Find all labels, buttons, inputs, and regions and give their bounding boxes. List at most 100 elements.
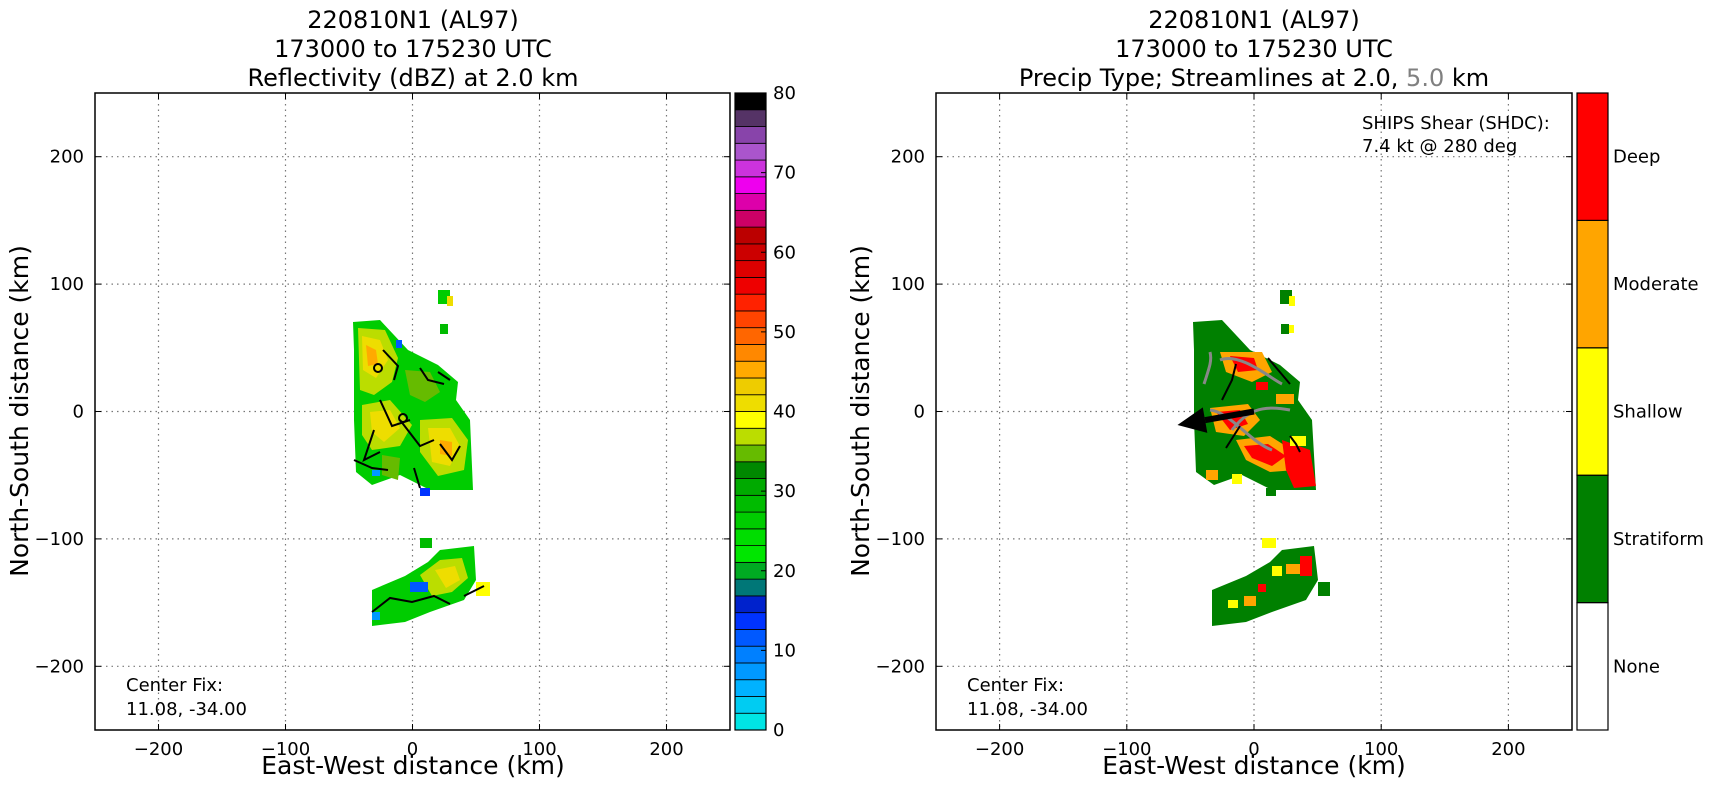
- y-tick-label: 0: [914, 402, 925, 423]
- colorbar-segments: [734, 92, 767, 731]
- colorbar-segment: [734, 679, 767, 697]
- x-axis-label: East-West distance (km): [261, 751, 565, 780]
- colorbar-tick-label: 30: [773, 481, 796, 502]
- colorbar-segment: [734, 293, 767, 312]
- colorbar-segment: [734, 478, 767, 496]
- southern-precip-cluster: [1212, 538, 1330, 626]
- colorbar-segment: [734, 109, 767, 127]
- colorbar-segment: [734, 159, 767, 178]
- y-tick-label: −100: [876, 529, 925, 550]
- wind-barbs: [353, 349, 485, 613]
- y-tick-label: 100: [50, 274, 84, 295]
- colorbar-segment: [734, 578, 767, 597]
- colorbar-segment: [734, 528, 767, 547]
- colorbar-segment: [734, 645, 767, 664]
- precip-type-echoes: [1193, 290, 1330, 626]
- colorbar-segment: [734, 209, 767, 228]
- category-label: Stratiform: [1613, 529, 1704, 550]
- colorbar-segment: [734, 696, 767, 714]
- x-tick-label: 0: [407, 739, 418, 760]
- colorbar-segment: [734, 276, 767, 295]
- colorbar-segment: [734, 494, 767, 513]
- category-label: None: [1613, 656, 1660, 677]
- title-line-1: 220810N1 (AL97): [307, 6, 519, 34]
- colorbar-segment: [734, 394, 767, 412]
- colorbar-segment: [734, 377, 767, 396]
- grid-lines: [95, 93, 730, 730]
- title-line-3: Precip Type; Streamlines at 2.0, 5.0 km: [1019, 64, 1489, 92]
- colorbar-segment: [734, 712, 767, 731]
- center-fix-value: 11.08, -34.00: [126, 699, 247, 720]
- colorbar-segment: [734, 360, 767, 379]
- title-line-2: 173000 to 175230 UTC: [274, 35, 552, 63]
- colorbar-tick-label: 70: [773, 163, 796, 184]
- category-segment: [1576, 219, 1609, 349]
- y-tick-label: −100: [35, 529, 84, 550]
- colorbar-segment: [734, 662, 767, 681]
- colorbar-segment: [734, 126, 767, 144]
- category-labels: None Stratiform Shallow Moderate Deep: [1613, 147, 1704, 678]
- precip-type-panel: 220810N1 (AL97) 173000 to 175230 UTC Pre…: [846, 6, 1704, 780]
- y-axis-label: North-South distance (km): [846, 245, 875, 577]
- colorbar-segment: [734, 444, 767, 463]
- category-segment: [1576, 347, 1609, 476]
- y-tick-label: 200: [891, 147, 925, 168]
- colorbar-segment: [734, 344, 767, 362]
- x-tick-label: −100: [1102, 739, 1151, 760]
- colorbar-tick-label: 20: [773, 561, 796, 582]
- x-tick-label: −200: [134, 739, 183, 760]
- y-tick-label: 100: [891, 274, 925, 295]
- colorbar-segment: [734, 310, 767, 329]
- axis-ticks: −200 −100 0 100 200 −200 −100 0 100 200: [35, 93, 730, 760]
- category-label: Moderate: [1613, 274, 1699, 295]
- reflectivity-title: 220810N1 (AL97) 173000 to 175230 UTC Ref…: [248, 6, 579, 92]
- shear-vector-arrow: [1177, 407, 1255, 433]
- shear-arrow-head: [1177, 407, 1208, 433]
- y-tick-label: −200: [876, 656, 925, 677]
- colorbar-segment: [734, 92, 767, 111]
- colorbar-tick-label: 0: [773, 720, 784, 741]
- title-line-2: 173000 to 175230 UTC: [1115, 35, 1393, 63]
- category-label: Shallow: [1613, 402, 1683, 423]
- colorbar-tick-label: 60: [773, 242, 796, 263]
- colorbar-segment: [734, 411, 767, 429]
- category-segment: [1576, 92, 1609, 222]
- colorbar-tick-label: 80: [773, 83, 796, 104]
- colorbar-segment: [734, 612, 767, 630]
- grid-lines: [936, 93, 1572, 730]
- colorbar-segment: [734, 461, 767, 479]
- y-axis-label: North-South distance (km): [5, 245, 34, 577]
- colorbar-segment: [734, 629, 767, 647]
- colorbar-segment: [734, 260, 767, 278]
- colorbar-segment: [734, 176, 767, 194]
- axis-ticks: −200 −100 0 100 200 −200 −100 0 100 200: [876, 93, 1572, 760]
- colorbar-tick-label: 10: [773, 640, 796, 661]
- reflectivity-panel: 220810N1 (AL97) 173000 to 175230 UTC Ref…: [5, 6, 796, 780]
- reflectivity-colorbar: 0 10 20 30 40 50 60 70 80: [734, 83, 796, 741]
- x-tick-label: 200: [1491, 739, 1525, 760]
- reflectivity-echoes: [353, 290, 490, 626]
- category-segment: [1576, 474, 1609, 604]
- x-axis-label: East-West distance (km): [1102, 751, 1406, 780]
- center-fix-label: Center Fix:: [126, 675, 223, 696]
- colorbar-segment: [734, 226, 767, 245]
- northern-echo-cells: [438, 290, 453, 334]
- category-segments: [1576, 92, 1609, 731]
- precip-title: 220810N1 (AL97) 173000 to 175230 UTC Pre…: [1019, 6, 1489, 92]
- colorbar-segment: [734, 545, 767, 563]
- colorbar-tick-label: 50: [773, 322, 796, 343]
- title-line-3-part-1: Precip Type; Streamlines at 2.0,: [1019, 64, 1399, 92]
- colorbar-ticks: 0 10 20 30 40 50 60 70 80: [761, 83, 796, 741]
- x-tick-label: 200: [649, 739, 683, 760]
- southern-echo-cluster: [372, 538, 490, 626]
- precip-type-colorbar: None Stratiform Shallow Moderate Deep: [1576, 92, 1704, 731]
- y-tick-label: 0: [73, 402, 84, 423]
- x-tick-label: 100: [1364, 739, 1398, 760]
- x-tick-label: −200: [975, 739, 1024, 760]
- category-label: Deep: [1613, 147, 1660, 168]
- category-segment: [1576, 601, 1609, 731]
- colorbar-segment: [734, 193, 767, 211]
- shear-arrow-shaft: [1204, 408, 1255, 424]
- center-fix-value: 11.08, -34.00: [967, 699, 1088, 720]
- streamlines: [1202, 351, 1301, 453]
